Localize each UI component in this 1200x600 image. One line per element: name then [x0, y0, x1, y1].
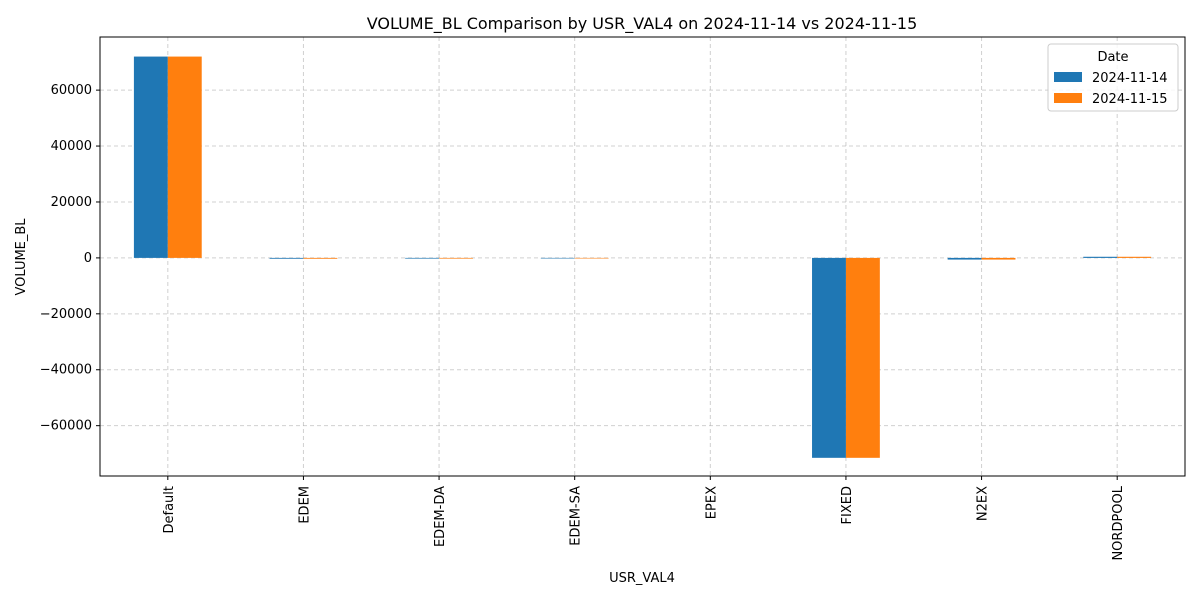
bar [269, 257, 304, 259]
bar [439, 257, 473, 259]
bar [947, 257, 982, 260]
grid-lines [100, 37, 1185, 476]
x-tick-label: N2EX [976, 486, 991, 521]
x-tick-label: FIXED [840, 486, 855, 524]
x-tick-label: EPEX [704, 486, 719, 519]
y-tick-label: 40000 [51, 139, 92, 154]
legend: Date 2024-11-14 2024-11-15 [1047, 43, 1179, 112]
bar [405, 257, 440, 259]
legend-swatch [1054, 72, 1082, 82]
x-axis-label: USR_VAL4 [609, 571, 675, 586]
x-tick-label: EDEM-SA [569, 486, 584, 546]
bar [303, 257, 338, 259]
y-tick-label: −60000 [40, 419, 92, 434]
plot-frame [99, 36, 1186, 477]
x-tick-label: EDEM-DA [433, 486, 448, 547]
y-tick-label: −20000 [40, 307, 92, 322]
y-tick-label: 20000 [51, 195, 92, 210]
bar [574, 257, 609, 259]
bars [133, 56, 1152, 458]
legend-title: Date [1097, 50, 1128, 65]
bar [1117, 256, 1152, 258]
legend-swatch [1054, 93, 1082, 103]
x-tick-label: EDEM [297, 486, 312, 524]
bar [167, 56, 202, 258]
chart-title: VOLUME_BL Comparison by USR_VAL4 on 2024… [367, 14, 918, 34]
bar [133, 56, 168, 258]
bar [845, 257, 880, 458]
y-tick-label: 60000 [51, 83, 92, 98]
y-axis-ticks: −60000 −40000 −20000 0 20000 40000 60000 [40, 83, 100, 434]
bar [540, 257, 575, 259]
x-tick-label: NORDPOOL [1111, 485, 1126, 560]
legend-label: 2024-11-15 [1092, 92, 1168, 107]
legend-label: 2024-11-14 [1092, 71, 1168, 86]
y-tick-label: −40000 [40, 363, 92, 378]
bar [812, 257, 846, 458]
y-axis-label: VOLUME_BL [14, 218, 29, 296]
bar [1083, 256, 1118, 258]
y-tick-label: 0 [84, 251, 92, 266]
x-tick-label: Default [162, 486, 177, 534]
x-axis-ticks: Default EDEM EDEM-DA EDEM-SA EPEX FIXED N2EX NO… [162, 476, 1126, 561]
bar [981, 257, 1016, 260]
